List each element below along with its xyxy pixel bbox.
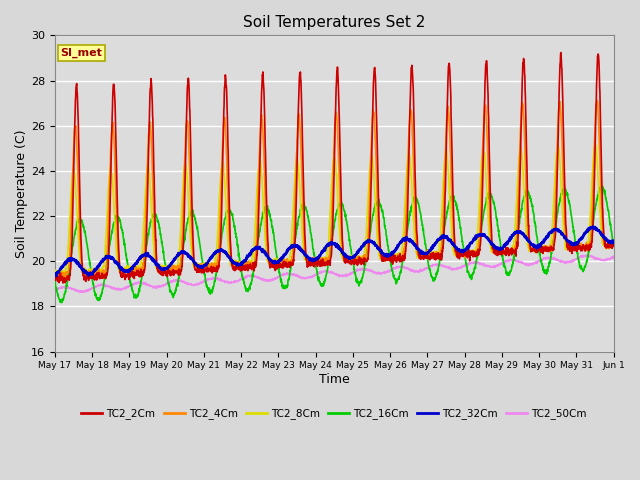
Text: SI_met: SI_met — [60, 48, 102, 58]
Title: Soil Temperatures Set 2: Soil Temperatures Set 2 — [243, 15, 426, 30]
Legend: TC2_2Cm, TC2_4Cm, TC2_8Cm, TC2_16Cm, TC2_32Cm, TC2_50Cm: TC2_2Cm, TC2_4Cm, TC2_8Cm, TC2_16Cm, TC2… — [77, 404, 591, 423]
Y-axis label: Soil Temperature (C): Soil Temperature (C) — [15, 129, 28, 258]
X-axis label: Time: Time — [319, 373, 349, 386]
